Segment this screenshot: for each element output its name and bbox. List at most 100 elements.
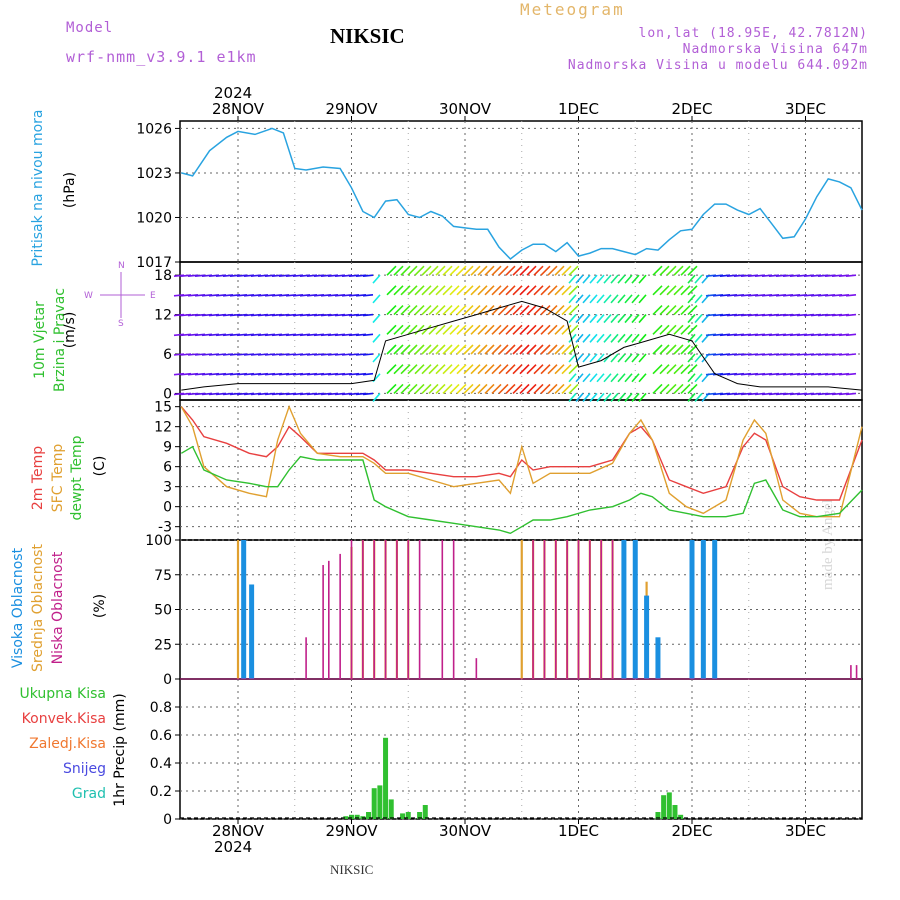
x-day-label-bottom: 29NOV — [325, 822, 378, 840]
wind-arrow — [666, 305, 677, 316]
wind-arrow — [533, 324, 544, 335]
wind-arrow — [568, 285, 579, 296]
cloud-bar-2 — [373, 540, 375, 679]
wind-arrow — [694, 274, 703, 284]
wind-arrow — [393, 364, 404, 375]
wind-arrow — [687, 305, 698, 316]
wind-arrow — [568, 344, 579, 355]
cloud-bar-2 — [577, 540, 580, 679]
y-tick-label: 3 — [163, 480, 172, 496]
wind-arrow — [484, 305, 495, 316]
wind-arrow — [526, 383, 537, 394]
wind-arrow — [666, 344, 677, 355]
wind-arrow — [386, 364, 397, 375]
wind-arrow — [484, 344, 495, 355]
wind-arrow — [561, 305, 572, 316]
year-top: 2024 — [214, 84, 253, 102]
precip-legend-total: Ukupna Kisa — [19, 686, 106, 702]
wind-arrow — [400, 305, 411, 316]
wind-arrow — [652, 324, 663, 335]
wind-arrow — [400, 364, 411, 375]
wind-arrow — [659, 364, 670, 375]
wind-arrow — [428, 324, 439, 335]
wind-arrow — [687, 294, 696, 304]
wind-arrow — [561, 324, 572, 335]
precip-bar — [366, 812, 372, 819]
wind-arrow — [449, 344, 460, 355]
x-day-label-bottom: 30NOV — [439, 822, 492, 840]
wind-arrow — [596, 373, 605, 383]
wind-arrow — [561, 265, 572, 276]
cloud-bar-2 — [441, 540, 444, 679]
wind-arrow — [393, 265, 404, 276]
wind-arrow — [449, 364, 460, 375]
wind-arrow — [845, 333, 857, 337]
wind-arrow — [407, 324, 418, 335]
wind-arrow — [659, 285, 670, 296]
wind-arrow — [442, 265, 453, 276]
wind-arrow — [659, 344, 670, 355]
precip-bar — [371, 788, 377, 819]
wind-arrow — [568, 305, 579, 316]
wind-arrow — [540, 344, 551, 355]
wind-arrow — [687, 373, 696, 383]
wind-arrow — [666, 285, 677, 296]
wind-arrow — [582, 333, 591, 343]
y-tick-label: 12 — [154, 420, 172, 436]
wind-arrow — [526, 305, 537, 316]
wind-arrow — [519, 324, 530, 335]
wind-arrow — [484, 324, 495, 335]
wind-arrow — [554, 305, 565, 316]
wind-arrow — [362, 274, 374, 277]
wind-arrow — [694, 314, 703, 324]
wind-arrow — [533, 344, 544, 355]
wind-arrow — [372, 353, 381, 363]
wind-arrow — [596, 314, 605, 324]
wind-arrow — [610, 333, 619, 343]
wind-arrow — [596, 294, 605, 304]
cloud-bar-2 — [328, 560, 330, 679]
wind-arrow — [442, 364, 453, 375]
wind-arrow — [589, 333, 598, 343]
wind-arrow — [603, 373, 612, 383]
wind-arrow — [638, 333, 647, 343]
compass-w: W — [84, 291, 93, 301]
wind-arrow — [568, 364, 579, 375]
wind-arrow — [582, 294, 591, 304]
wind-arrow — [414, 324, 425, 335]
wind-arrow — [477, 383, 488, 394]
wind-arrow — [582, 353, 591, 363]
wind-arrow — [568, 294, 577, 304]
wind-arrow — [526, 364, 537, 375]
wind-arrow — [694, 353, 703, 363]
wind-arrow — [505, 305, 516, 316]
x-day-label-bottom: 3DEC — [785, 822, 826, 840]
y-tick-label: 50 — [154, 603, 172, 619]
wind-arrow — [421, 364, 432, 375]
wind-arrow — [554, 285, 565, 296]
wind-arrow — [393, 324, 404, 335]
wind-arrow — [498, 285, 509, 296]
cloud-bar-2 — [396, 540, 398, 679]
precip-legend-hail: Grad — [71, 786, 106, 802]
cloud-bar-2 — [532, 540, 534, 679]
wind-arrow — [456, 265, 467, 276]
wind-arrow — [456, 344, 467, 355]
wind-arrow — [687, 314, 696, 324]
wind-arrow — [568, 383, 579, 394]
wind-arrow — [421, 324, 432, 335]
wind-arrow — [638, 314, 647, 324]
cloud-bar-0 — [712, 540, 718, 679]
wind-arrow — [624, 274, 633, 284]
wind-arrow — [393, 305, 404, 316]
cloud-bar-2 — [475, 658, 478, 679]
wind-arrow — [554, 364, 565, 375]
wind-arrow — [393, 285, 404, 296]
wind-arrow — [666, 383, 677, 394]
wind-arrow — [694, 294, 703, 304]
cloud-bar-2 — [350, 540, 353, 679]
compass-n: N — [118, 261, 125, 271]
wind-arrow — [414, 265, 425, 276]
wind-arrow — [372, 294, 381, 304]
